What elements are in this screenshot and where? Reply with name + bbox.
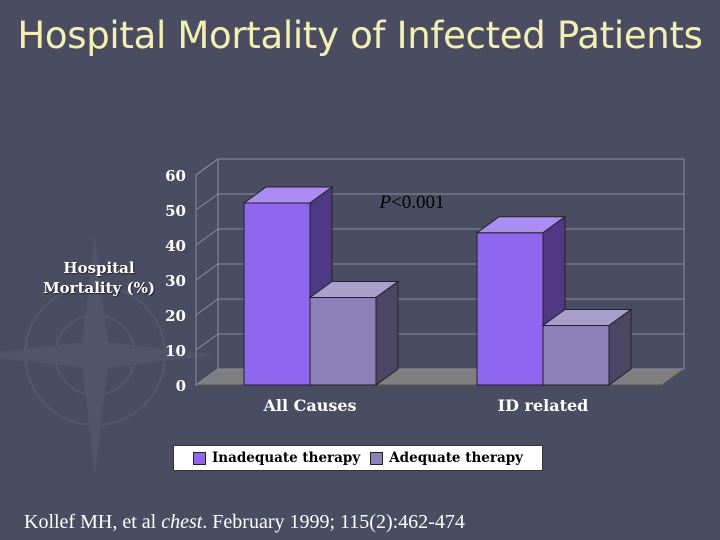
citation-journal: chest	[161, 511, 203, 533]
citation-suffix: . February 1999; 115(2):462-474	[202, 511, 465, 533]
bar-front	[476, 232, 544, 386]
bar-front	[243, 202, 311, 386]
bar-side	[375, 280, 399, 386]
y-tick-label: 10	[165, 342, 186, 360]
legend-swatch-inadequate	[192, 451, 206, 465]
p-value-letter: P	[378, 192, 391, 213]
citation: Kollef MH, et al chest. February 1999; 1…	[24, 511, 465, 534]
legend-item-inadequate: Inadequate therapy	[192, 450, 361, 466]
y-tick-label: 40	[165, 237, 186, 255]
x-tick-label: All Causes	[262, 396, 356, 415]
legend-swatch-adequate	[370, 451, 384, 465]
x-tick-label: ID related	[498, 396, 589, 415]
bar-front	[542, 325, 610, 386]
y-tick-label: 20	[165, 307, 186, 325]
y-tick-label: 50	[165, 202, 186, 220]
p-value-number: <0.001	[391, 192, 444, 213]
gridline	[195, 158, 684, 176]
chart-legend: Inadequate therapy Adequate therapy	[173, 445, 543, 471]
legend-label-adequate: Adequate therapy	[389, 450, 524, 466]
y-tick-label: 60	[165, 167, 186, 185]
y-tick-label: 0	[176, 377, 186, 395]
legend-item-adequate: Adequate therapy	[370, 450, 523, 466]
legend-label-inadequate: Inadequate therapy	[211, 450, 361, 466]
gridline	[195, 193, 684, 211]
p-value-annotation: P<0.001	[378, 192, 444, 213]
y-tick-label: 30	[165, 272, 186, 290]
citation-prefix: Kollef MH, et al	[24, 511, 162, 533]
y-axis-label: Hospital Mortality (%)	[43, 259, 155, 297]
bar-front	[309, 297, 377, 386]
bar-side	[608, 308, 632, 386]
slide-title: Hospital Mortality of Infected Patients	[17, 14, 703, 57]
